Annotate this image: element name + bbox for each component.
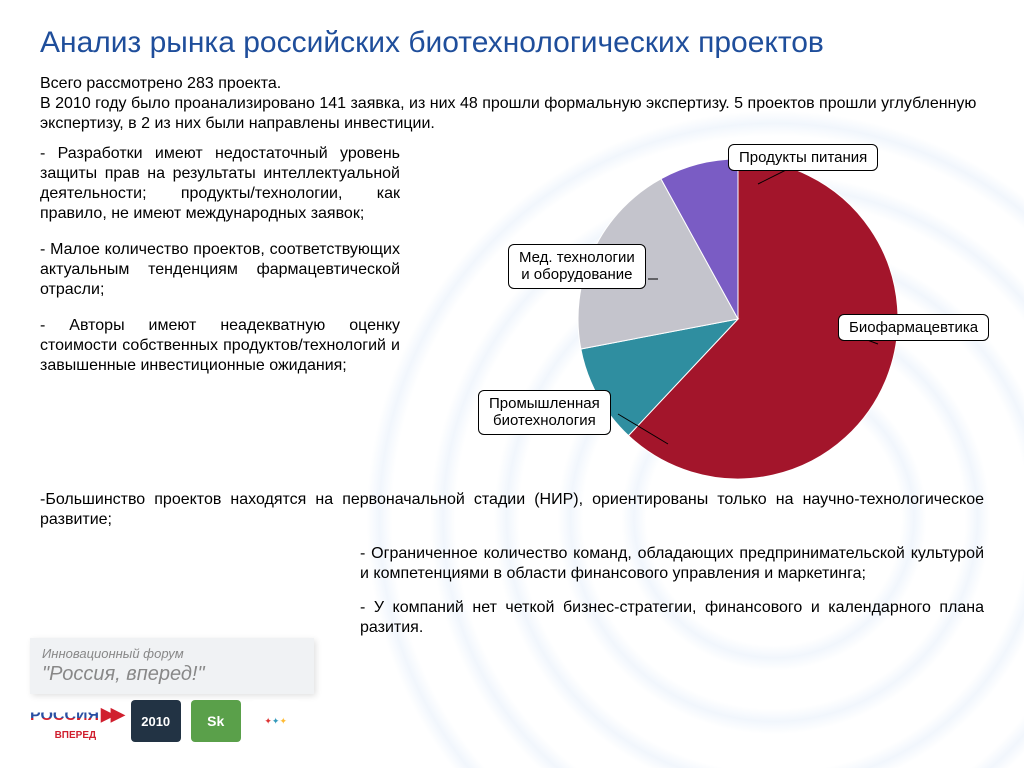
- logo-multicolor: ✦✦✦: [251, 700, 301, 742]
- logo-year: 2010: [131, 700, 181, 742]
- logo-vpered: ВПЕРЕД: [55, 730, 97, 741]
- logo-russia: РОССИЯ▶▶ ВПЕРЕД: [30, 704, 121, 742]
- callout-med: Мед. технологиии оборудование: [508, 244, 646, 289]
- forum-line2: "Россия, вперед!": [42, 662, 302, 686]
- logo-skolkovo: Sk: [191, 700, 241, 742]
- slide-title: Анализ рынка российских биотехнологическ…: [40, 26, 984, 60]
- bullet-below-1: -Большинство проектов находятся на перво…: [40, 490, 984, 530]
- footer-brand: Инновационный форум "Россия, вперед!" РО…: [30, 638, 314, 742]
- bullet-below-3: - У компаний нет четкой бизнес-стратегии…: [360, 598, 984, 638]
- logo-russia-text: РОССИЯ: [30, 707, 99, 724]
- left-bullets: - Разработки имеют недостаточный уровень…: [40, 144, 408, 392]
- callout-ind: Промышленнаябиотехнология: [478, 390, 611, 435]
- callout-bio: Биофармацевтика: [838, 314, 989, 341]
- pie-chart: Продукты питания Мед. технологиии оборуд…: [408, 144, 984, 484]
- callout-food: Продукты питания: [728, 144, 878, 171]
- forum-badge: Инновационный форум "Россия, вперед!": [30, 638, 314, 694]
- chevrons-icon: ▶▶: [101, 704, 121, 724]
- bullet-below-2: - Ограниченное количество команд, облада…: [360, 544, 984, 584]
- bullet-left-2: - Малое количество проектов, соответству…: [40, 240, 400, 300]
- intro-text: Всего рассмотрено 283 проекта.В 2010 год…: [40, 74, 984, 134]
- bullet-left-1: - Разработки имеют недостаточный уровень…: [40, 144, 400, 224]
- bullet-left-3: - Авторы имеют неадекватную оценку стоим…: [40, 316, 400, 376]
- forum-line1: Инновационный форум: [42, 646, 302, 662]
